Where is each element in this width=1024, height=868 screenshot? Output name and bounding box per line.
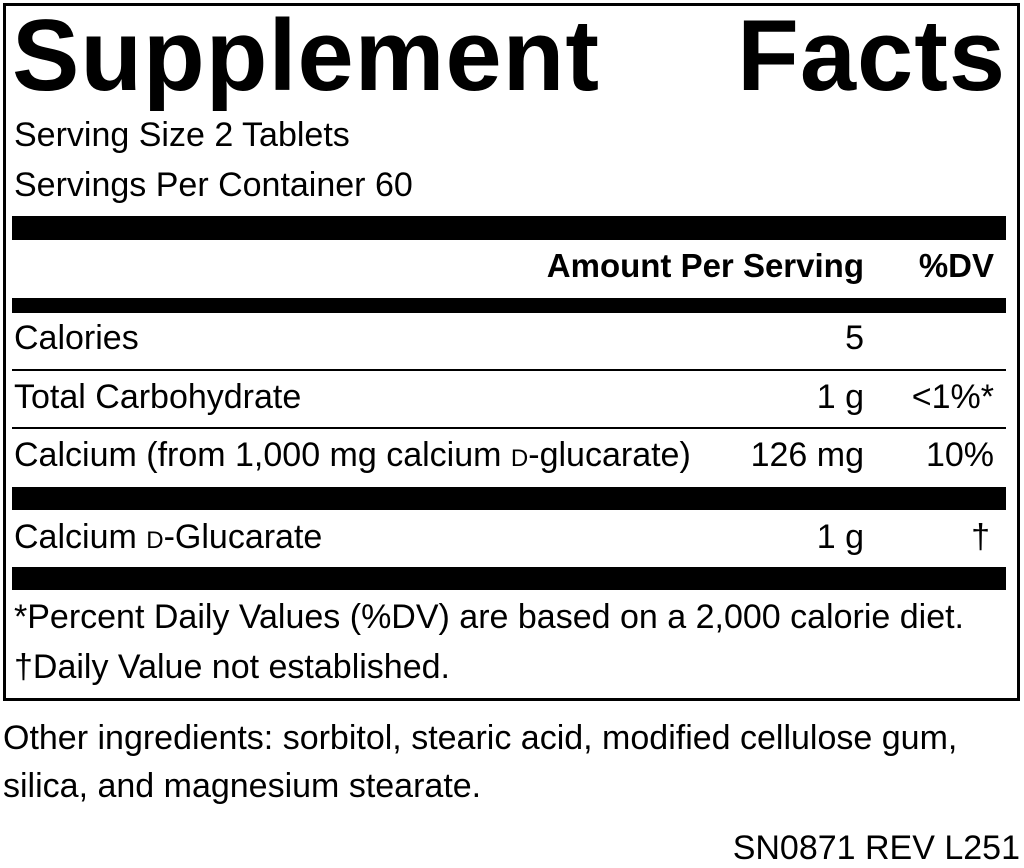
footnote-dv: *Percent Daily Values (%DV) are based on… xyxy=(14,598,964,636)
column-header-row: Amount Per Serving %DV xyxy=(14,246,994,286)
serving-size: Serving Size 2 Tablets xyxy=(14,116,350,154)
title-word-supplement: Supplement xyxy=(12,0,600,112)
nutrient-row-total-carbohydrate: Total Carbohydrate 1 g <1%* xyxy=(14,377,994,417)
dv-header: %DV xyxy=(918,247,994,284)
other-ingredients-line-1: Other ingredients: sorbitol, stearic aci… xyxy=(3,719,958,757)
nutrient-dv: 10% xyxy=(925,436,994,474)
nutrient-amount: 5 xyxy=(845,319,864,357)
nutrient-row-calcium-d-glucarate: Calcium d-Glucarate 1 g † xyxy=(14,517,994,557)
nutrient-name: Calcium d-Glucarate xyxy=(14,517,322,561)
name-smallcaps: d xyxy=(510,445,529,472)
supplement-facts-panel xyxy=(3,3,1020,701)
thick-divider xyxy=(12,487,1006,510)
nutrient-amount: 1 g xyxy=(816,378,864,416)
panel-title: Supplement Facts xyxy=(12,0,1006,116)
thick-divider xyxy=(12,567,1006,590)
nutrient-amount: 1 g xyxy=(816,518,864,556)
thin-divider xyxy=(12,427,1006,429)
thick-divider xyxy=(12,216,1006,240)
thick-divider xyxy=(12,298,1006,313)
name-smallcaps: d xyxy=(146,527,164,554)
nutrient-dv: <1%* xyxy=(911,378,994,416)
name-part: -Glucarate xyxy=(163,518,323,556)
title-word-facts: Facts xyxy=(737,0,1006,112)
nutrient-row-calories: Calories 5 xyxy=(14,318,994,358)
other-ingredients-line-2: silica, and magnesium stearate. xyxy=(3,767,482,805)
nutrient-name: Calories xyxy=(14,319,139,357)
nutrient-amount: 126 mg xyxy=(750,436,864,474)
thin-divider xyxy=(12,369,1006,371)
nutrient-name: Total Carbohydrate xyxy=(14,378,302,416)
name-part: Calcium xyxy=(14,518,147,556)
nutrient-name: Calcium (from 1,000 mg calcium d-glucara… xyxy=(14,435,691,479)
name-part: Calcium (from 1,000 mg calcium xyxy=(14,436,511,474)
amount-per-serving-header: Amount Per Serving xyxy=(546,247,864,284)
name-part: -glucarate) xyxy=(528,436,691,474)
nutrient-dv: † xyxy=(971,518,990,556)
servings-per-container: Servings Per Container 60 xyxy=(14,166,413,204)
product-code: SN0871 REV L251 xyxy=(732,829,1020,867)
footnote-dagger: †Daily Value not established. xyxy=(14,648,450,686)
nutrient-row-calcium: Calcium (from 1,000 mg calcium d-glucara… xyxy=(14,435,994,475)
